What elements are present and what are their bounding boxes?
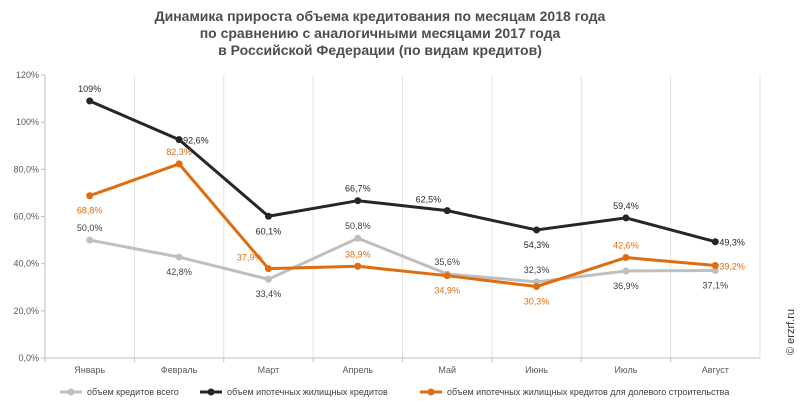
data-label: 109% xyxy=(78,84,101,94)
series-line-3 xyxy=(88,162,717,289)
chart-title-line-1: Динамика прироста объема кредитования по… xyxy=(154,8,606,24)
data-point xyxy=(622,254,630,262)
data-label: 59,4% xyxy=(613,201,639,211)
data-point xyxy=(354,262,362,270)
data-label: 42,8% xyxy=(166,267,192,277)
chart-title-line-2: по сравнению с аналогичными месяцами 201… xyxy=(199,25,561,41)
x-tick-label: Март xyxy=(258,365,280,375)
data-point xyxy=(86,97,94,105)
data-label: 34,9% xyxy=(434,286,460,296)
data-label: 82,3% xyxy=(166,147,192,157)
y-tick-label: 100% xyxy=(16,117,39,127)
y-tick-label: 20,0% xyxy=(13,306,39,316)
data-point xyxy=(264,265,272,273)
data-point xyxy=(175,136,183,144)
legend-marker xyxy=(427,388,435,396)
x-tick-label: Февраль xyxy=(161,365,198,375)
chart-title: Динамика прироста объема кредитования по… xyxy=(0,8,760,59)
data-label: 60,1% xyxy=(256,226,282,236)
data-label: 50,0% xyxy=(77,223,103,233)
data-label: 54,3% xyxy=(524,240,550,250)
data-point xyxy=(443,207,451,215)
data-label: 68,8% xyxy=(77,206,103,216)
data-label: 42,6% xyxy=(613,241,639,251)
y-tick-label: 80,0% xyxy=(13,164,39,174)
data-label: 66,7% xyxy=(345,184,371,194)
data-point xyxy=(354,197,362,205)
x-tick-label: Июль xyxy=(614,365,637,375)
data-point xyxy=(264,212,272,220)
data-point xyxy=(533,226,541,234)
legend-label: объем кредитов всего xyxy=(87,387,179,397)
watermark: © erzrf.ru xyxy=(785,309,797,355)
data-point xyxy=(86,236,94,244)
legend-marker xyxy=(67,388,75,396)
y-tick-label: 0,0% xyxy=(18,353,39,363)
chart-title-line-3: в Российской Федерации (по видам кредито… xyxy=(218,42,542,58)
legend-label: объем ипотечных жилищных кредитов xyxy=(227,387,388,397)
data-point xyxy=(533,283,541,291)
data-label: 32,3% xyxy=(524,265,550,275)
y-tick-label: 60,0% xyxy=(13,212,39,222)
data-label: 50,8% xyxy=(345,221,371,231)
data-point xyxy=(443,272,451,280)
y-tick-label: 40,0% xyxy=(13,259,39,269)
data-point xyxy=(622,214,630,222)
data-label: 92,6% xyxy=(183,136,209,146)
data-point xyxy=(175,160,183,168)
data-point xyxy=(86,192,94,200)
data-label: 37,1% xyxy=(703,281,729,291)
x-tick-label: Январь xyxy=(74,365,105,375)
data-label: 49,3% xyxy=(719,238,745,248)
series-line-1 xyxy=(88,236,717,284)
data-label: 36,9% xyxy=(613,281,639,291)
data-point xyxy=(354,234,362,242)
x-tick-label: Май xyxy=(438,365,456,375)
data-label: 62,5% xyxy=(416,195,442,205)
data-label: 30,3% xyxy=(524,297,550,307)
y-tick-label: 120% xyxy=(16,70,39,80)
data-point xyxy=(711,262,719,270)
data-label: 39,2% xyxy=(719,262,745,272)
data-point xyxy=(711,238,719,246)
data-point xyxy=(711,267,719,275)
data-point xyxy=(622,267,630,275)
x-tick-label: Июнь xyxy=(525,365,548,375)
series-line-2 xyxy=(88,99,717,244)
legend-label: объем ипотечных жилищных кредитов для до… xyxy=(447,387,729,397)
legend-marker xyxy=(207,388,215,396)
data-label: 33,4% xyxy=(256,289,282,299)
data-label: 35,6% xyxy=(434,257,460,267)
x-tick-label: Апрель xyxy=(343,365,374,375)
data-label: 38,9% xyxy=(345,249,371,259)
data-label: 37,9% xyxy=(237,253,263,263)
x-tick-label: Август xyxy=(702,365,729,375)
data-point xyxy=(264,275,272,283)
data-point xyxy=(175,253,183,261)
